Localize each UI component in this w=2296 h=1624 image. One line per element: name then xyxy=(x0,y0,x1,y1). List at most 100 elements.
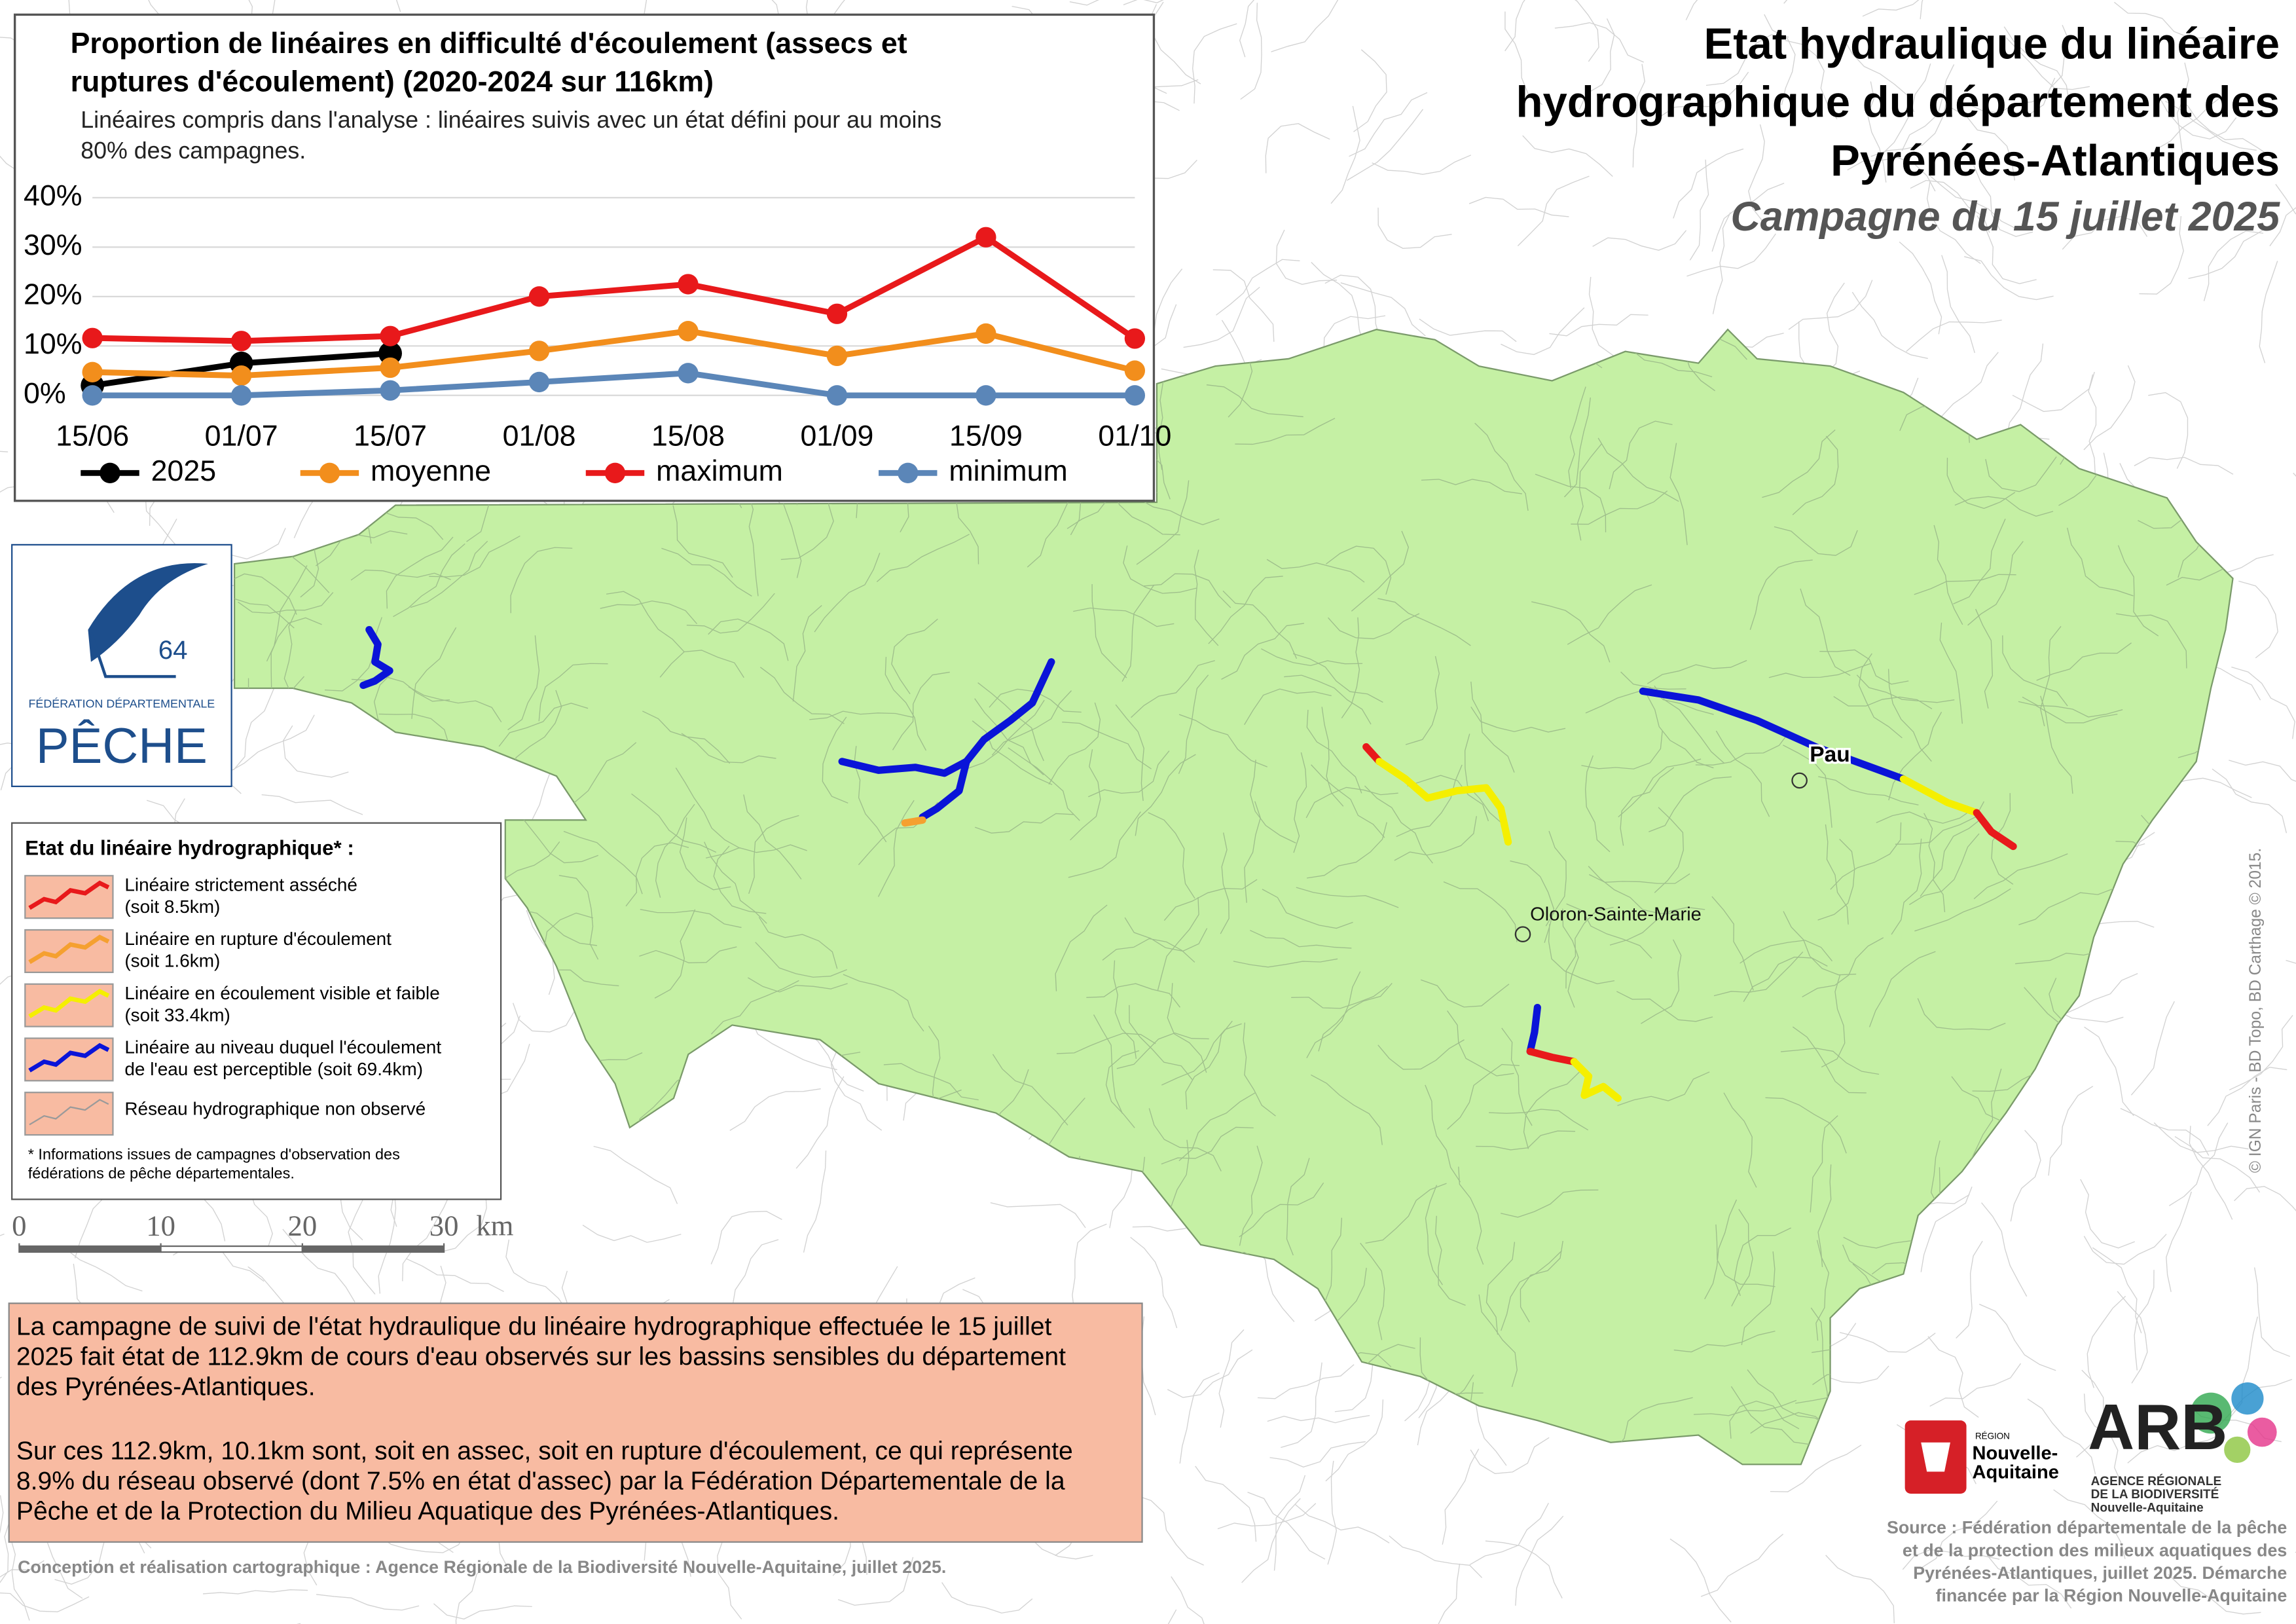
legend-swatch xyxy=(100,462,120,483)
stream xyxy=(1839,1332,1936,1353)
stream xyxy=(1921,1500,1998,1568)
scale-label: 0 xyxy=(12,1209,26,1242)
legend-title: Etat du linéaire hydrographique* : xyxy=(25,836,354,859)
stream xyxy=(1241,1498,1301,1583)
stream xyxy=(1178,1092,1256,1162)
stream xyxy=(1353,49,1387,132)
stream xyxy=(1802,937,1884,998)
stream xyxy=(2002,635,2068,707)
stream xyxy=(1810,1115,1838,1213)
logo-fish xyxy=(88,563,208,662)
stream xyxy=(1565,906,1614,989)
stream xyxy=(1131,660,1215,718)
stream xyxy=(570,742,637,820)
stream xyxy=(1068,811,1141,878)
arb-leaf xyxy=(2231,1382,2264,1415)
stream xyxy=(2086,1295,2126,1388)
series-point xyxy=(230,385,252,406)
chart-subtitle: Linéaires compris dans l'analyse : linéa… xyxy=(81,107,941,133)
stream xyxy=(2080,1179,2135,1249)
river-segment xyxy=(1973,809,2017,851)
stream xyxy=(1468,196,1569,217)
stream xyxy=(538,663,608,722)
stream xyxy=(640,909,742,929)
stream xyxy=(1135,754,1196,836)
legend-swatch-line xyxy=(28,1043,110,1073)
stream xyxy=(2116,613,2187,669)
stream xyxy=(1321,707,1344,807)
stream xyxy=(713,845,767,914)
series-point xyxy=(380,325,401,346)
stream xyxy=(1442,1449,1480,1545)
arb-leaf xyxy=(2247,1417,2277,1447)
series-point xyxy=(528,341,550,361)
stream xyxy=(1093,1014,1123,1114)
stream xyxy=(1856,674,1955,703)
stream xyxy=(1501,1027,1533,1126)
stream xyxy=(1800,588,1851,676)
stream xyxy=(809,710,913,720)
stream xyxy=(376,1529,468,1553)
stream xyxy=(1102,938,1195,963)
stream xyxy=(1953,519,2006,604)
stream xyxy=(2234,1186,2296,1211)
partner-logos: RÉGION Nouvelle-Aquitaine ARB AGENCE RÉGION… xyxy=(1904,1382,2277,1515)
stream xyxy=(992,1054,1068,1126)
stream xyxy=(792,604,822,702)
stream xyxy=(1833,695,1933,710)
stream xyxy=(1124,917,1208,952)
stream xyxy=(1069,0,1099,6)
stream xyxy=(1275,229,1337,285)
stream xyxy=(686,593,775,634)
stream xyxy=(625,842,689,907)
stream xyxy=(558,875,599,960)
stream xyxy=(1470,681,1515,773)
stream xyxy=(1620,767,1675,846)
stream xyxy=(498,703,589,747)
stream xyxy=(1048,702,1101,785)
series-point xyxy=(528,286,550,307)
stream xyxy=(2117,1291,2148,1384)
stream xyxy=(1641,939,1682,1024)
stream xyxy=(410,540,488,608)
stream xyxy=(1899,241,1942,335)
stream xyxy=(406,1258,504,1292)
stream xyxy=(1920,817,1984,897)
stream xyxy=(2231,666,2295,739)
stream xyxy=(1825,1555,1895,1623)
stream xyxy=(1244,801,1261,903)
stream xyxy=(1788,280,1873,330)
stream xyxy=(1072,1223,1107,1313)
stream xyxy=(511,690,562,775)
river-segment xyxy=(1376,758,1512,846)
stream xyxy=(582,1225,682,1243)
stream xyxy=(1986,1555,2072,1609)
stream xyxy=(883,1063,979,1101)
stream xyxy=(1216,259,1300,316)
stream xyxy=(2168,1122,2229,1206)
stream xyxy=(1389,1535,1483,1578)
stream xyxy=(1729,1400,1800,1439)
legend-item-label: Linéaire strictement asséché xyxy=(124,874,357,895)
stream xyxy=(1891,838,1922,935)
stream xyxy=(748,492,759,597)
stream xyxy=(2048,1086,2094,1176)
stream xyxy=(1161,1023,1242,1086)
stream xyxy=(1711,896,1754,991)
stream xyxy=(1571,490,1668,525)
series-point xyxy=(826,385,848,406)
stream xyxy=(1568,386,1586,489)
stream xyxy=(1421,479,1522,494)
stream xyxy=(1967,541,2024,626)
legend-item-label: de l'eau est perceptible (soit 69.4km) xyxy=(124,1059,423,1079)
region-label: RÉGION xyxy=(1975,1431,2010,1441)
stream xyxy=(1178,714,1268,767)
stream xyxy=(747,977,848,993)
stream xyxy=(1713,951,1804,997)
stream xyxy=(1592,230,1687,251)
stream xyxy=(1425,1185,1443,1285)
stream xyxy=(1858,653,1903,739)
river-segment xyxy=(1526,1003,1541,1056)
legend-footnote: * Informations issues de campagnes d'obs… xyxy=(28,1146,400,1163)
stream xyxy=(1862,0,1920,17)
